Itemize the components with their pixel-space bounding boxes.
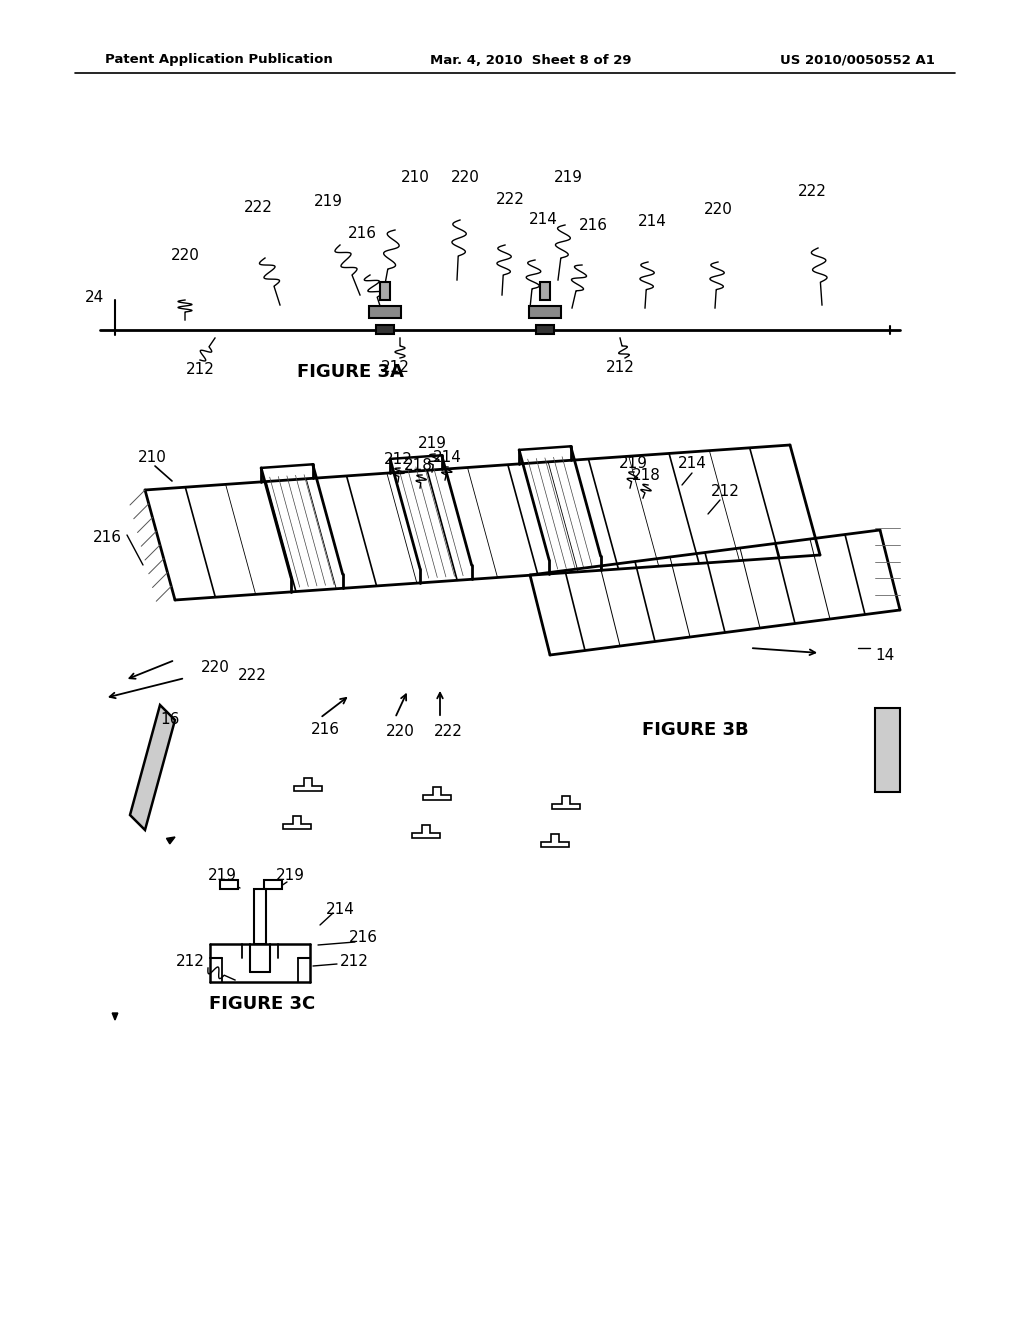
Text: 219: 219 [554, 170, 583, 186]
Text: 212: 212 [605, 360, 635, 375]
Text: US 2010/0050552 A1: US 2010/0050552 A1 [780, 54, 935, 66]
Bar [536, 325, 554, 334]
Text: 216: 216 [579, 218, 607, 232]
Text: 216: 216 [348, 931, 378, 945]
Polygon shape [874, 708, 900, 792]
Polygon shape [294, 777, 322, 791]
Text: 219: 219 [275, 867, 304, 883]
Text: 219: 219 [313, 194, 342, 210]
Text: 222: 222 [496, 193, 524, 207]
Polygon shape [530, 665, 900, 789]
Polygon shape [423, 787, 451, 800]
Bar [369, 306, 401, 318]
Polygon shape [542, 834, 569, 847]
Text: 212: 212 [185, 363, 214, 378]
Text: 214: 214 [326, 903, 354, 917]
Text: 216: 216 [92, 531, 122, 545]
Text: 210: 210 [400, 170, 429, 186]
Text: 222: 222 [798, 185, 826, 199]
Bar [376, 325, 394, 334]
Bar [220, 880, 238, 888]
Text: Mar. 4, 2010  Sheet 8 of 29: Mar. 4, 2010 Sheet 8 of 29 [430, 54, 632, 66]
Text: 220: 220 [201, 660, 229, 676]
Text: 218: 218 [403, 458, 432, 474]
Polygon shape [145, 719, 820, 875]
Bar [255, 888, 265, 894]
Text: 212: 212 [381, 360, 410, 375]
Text: 220: 220 [171, 248, 200, 263]
Text: FIGURE 3A: FIGURE 3A [297, 363, 403, 381]
Text: 219: 219 [208, 867, 237, 883]
Text: 219: 219 [618, 455, 647, 470]
Text: 219: 219 [418, 436, 446, 450]
Text: 220: 220 [703, 202, 732, 218]
Text: FIGURE 3B: FIGURE 3B [642, 721, 749, 739]
Text: 216: 216 [347, 226, 377, 240]
Text: 212: 212 [175, 954, 205, 969]
Polygon shape [284, 816, 311, 829]
Bar [264, 880, 282, 888]
Text: 24: 24 [85, 289, 104, 305]
Text: 220: 220 [386, 725, 415, 739]
Text: 214: 214 [528, 213, 557, 227]
Text: 222: 222 [238, 668, 266, 682]
Bar [254, 888, 266, 944]
Polygon shape [113, 1012, 118, 1020]
Text: 216: 216 [310, 722, 340, 738]
Text: 218: 218 [632, 469, 660, 483]
Polygon shape [552, 796, 580, 809]
Bar [540, 282, 550, 300]
Text: 222: 222 [244, 199, 272, 214]
Text: 14: 14 [874, 648, 894, 663]
Text: 214: 214 [678, 457, 707, 471]
Text: 16: 16 [161, 713, 179, 727]
Text: FIGURE 3C: FIGURE 3C [209, 995, 315, 1012]
Polygon shape [167, 837, 175, 843]
Bar [380, 282, 390, 300]
Text: 214: 214 [432, 450, 462, 466]
Polygon shape [413, 825, 440, 838]
Text: 220: 220 [451, 170, 479, 186]
Bar [529, 306, 561, 318]
Text: 212: 212 [340, 954, 369, 969]
Text: 212: 212 [711, 484, 739, 499]
Text: 210: 210 [137, 450, 167, 466]
Text: 212: 212 [384, 451, 413, 466]
Text: 222: 222 [433, 725, 463, 739]
Polygon shape [130, 705, 175, 830]
Text: 214: 214 [638, 214, 667, 230]
Text: Patent Application Publication: Patent Application Publication [105, 54, 333, 66]
